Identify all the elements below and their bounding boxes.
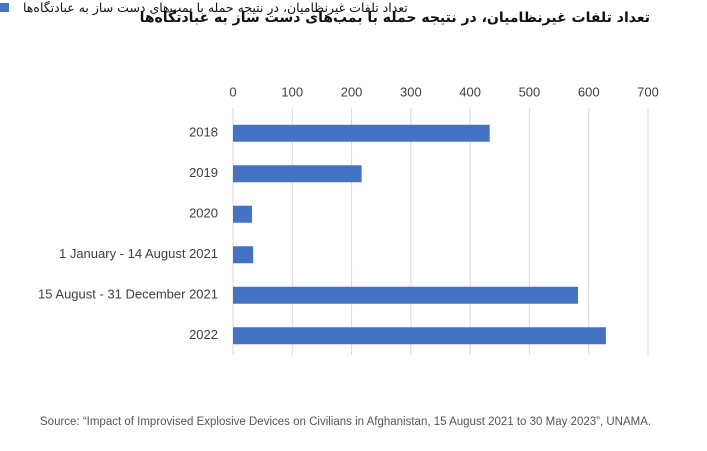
x-tick-label: 700 <box>637 84 659 99</box>
x-tick-label: 600 <box>578 84 600 99</box>
x-tick-label: 400 <box>459 84 481 99</box>
bar <box>233 327 606 345</box>
bar <box>233 246 254 264</box>
x-tick-label: 0 <box>229 84 236 99</box>
legend-label: تعداد تلفات غیرنظامیان، در نتیجه حمله با… <box>23 0 408 15</box>
y-tick-label: 2022 <box>189 327 218 342</box>
legend: تعداد تلفات غیرنظامیان، در نتیجه حمله با… <box>0 0 707 15</box>
bar <box>233 205 252 223</box>
y-tick-label: 2020 <box>189 206 218 221</box>
x-tick-label: 300 <box>400 84 422 99</box>
y-tick-label: 2018 <box>189 125 218 140</box>
legend-swatch <box>0 3 9 12</box>
x-tick-label: 500 <box>519 84 541 99</box>
x-tick-label: 100 <box>281 84 303 99</box>
y-tick-label: 15 August - 31 December 2021 <box>38 287 218 302</box>
y-tick-label: 1 January - 14 August 2021 <box>59 246 218 261</box>
bar <box>233 124 490 142</box>
bar <box>233 286 579 304</box>
x-tick-label: 200 <box>341 84 363 99</box>
source-note: Source: “Impact of Improvised Explosive … <box>40 416 652 428</box>
bar <box>233 165 362 183</box>
y-tick-label: 2019 <box>189 165 218 180</box>
chart-title: تعداد تلفات غیرنظامیان، در نتیجه حمله با… <box>139 10 650 26</box>
